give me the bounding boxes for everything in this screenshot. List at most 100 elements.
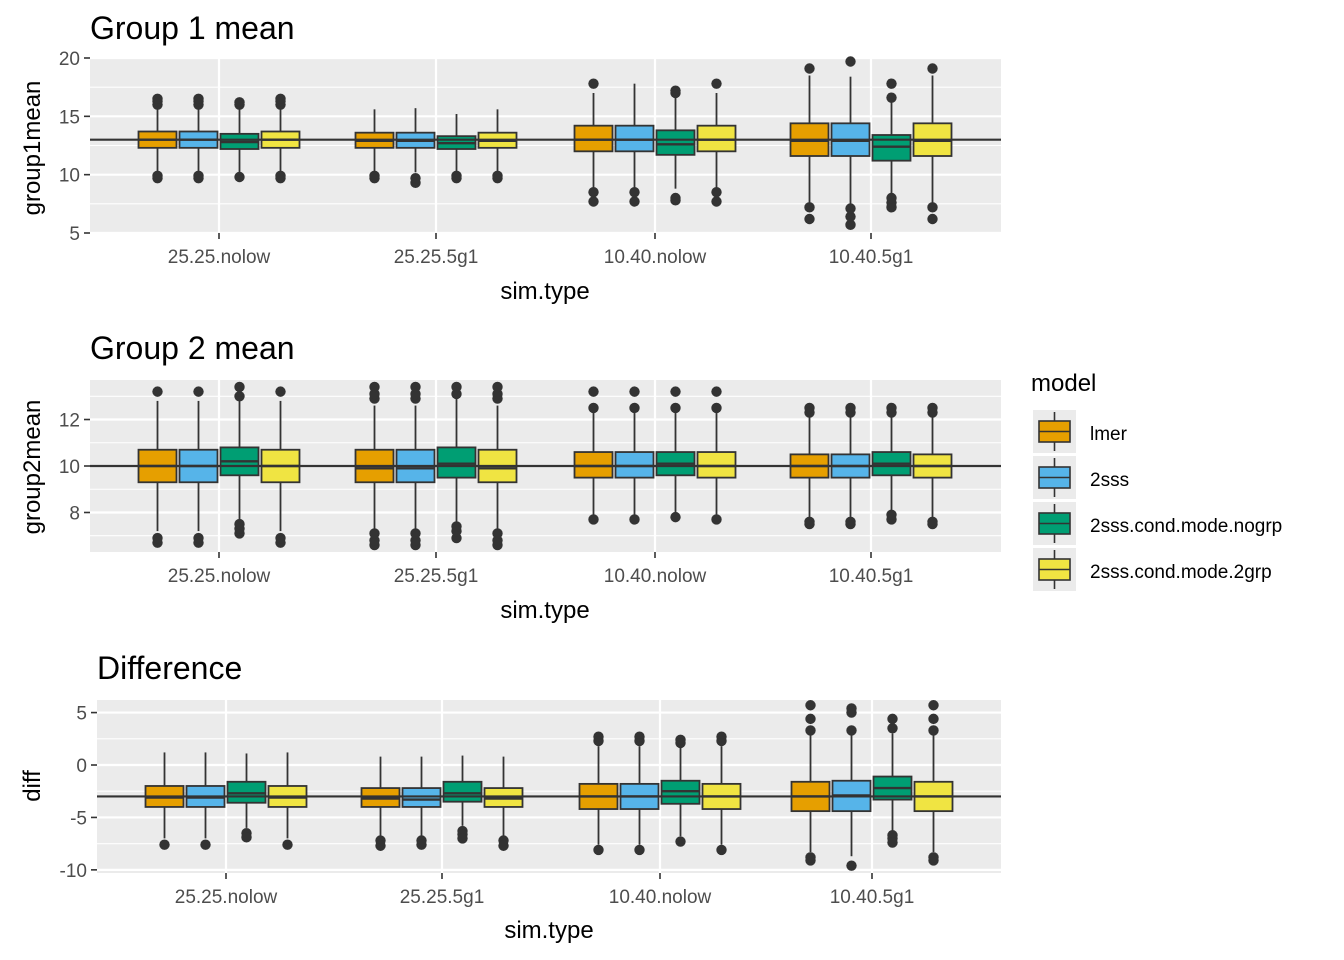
outlier-point <box>886 92 897 103</box>
outlier-point <box>886 192 897 204</box>
y-axis-label: group2mean <box>19 400 46 535</box>
x-tick-label: 10.40.5g1 <box>829 566 914 587</box>
plot-area <box>97 700 1001 873</box>
outlier-point <box>451 381 462 393</box>
x-tick-label: 25.25.nolow <box>168 247 271 268</box>
panel-difference: Difference sim.type diff -10 -5 0 5 25.25.no… <box>19 650 1001 944</box>
outlier-point <box>369 170 380 182</box>
outlier-point <box>410 381 421 393</box>
outlier-point <box>670 192 681 204</box>
outlier-point <box>451 521 462 532</box>
outlier-point <box>887 837 898 848</box>
outlier-point <box>416 839 427 850</box>
outlier-point <box>457 833 468 844</box>
outlier-point <box>410 172 421 184</box>
outlier-point <box>588 402 599 414</box>
x-tick-label: 25.25.nolow <box>168 566 271 587</box>
outlier-point <box>634 731 645 742</box>
outlier-point <box>241 832 252 843</box>
panel-title: Group 2 mean <box>90 330 295 366</box>
boxplot <box>655 386 696 523</box>
boxplot <box>573 386 614 525</box>
outlier-point <box>927 202 938 213</box>
outlier-point <box>675 836 686 847</box>
outlier-point <box>845 402 856 414</box>
outlier-point <box>629 386 640 397</box>
legend-label: 2sss.cond.mode.2grp <box>1090 562 1272 583</box>
x-tick-label: 10.40.5g1 <box>830 887 915 908</box>
outlier-point <box>711 78 722 89</box>
outlier-point <box>234 171 245 183</box>
outlier-point <box>152 170 163 182</box>
outlier-point <box>670 386 681 397</box>
outlier-point <box>634 844 645 856</box>
outlier-point <box>805 713 816 725</box>
outlier-point <box>282 839 293 850</box>
outlier-point <box>845 211 856 222</box>
outlier-point <box>152 532 163 544</box>
outlier-point <box>670 511 681 523</box>
outlier-point <box>629 186 640 198</box>
outlier-point <box>805 852 816 863</box>
legend-item-2sss-cond-mode-nogrp: 2sss.cond.mode.nogrp <box>1033 502 1282 545</box>
box <box>442 780 483 803</box>
outlier-point <box>492 528 503 539</box>
y-tick-label: 15 <box>59 107 80 128</box>
boxplot <box>872 713 913 848</box>
panel-title: Difference <box>97 650 242 686</box>
outlier-point <box>234 391 245 402</box>
outlier-point <box>845 203 856 214</box>
legend-item-2sss: 2sss <box>1033 456 1129 499</box>
x-tick-label: 10.40.nolow <box>604 247 707 268</box>
outlier-point <box>234 97 245 108</box>
boxplot <box>660 734 701 847</box>
outlier-point <box>711 196 722 207</box>
outlier-point <box>670 402 681 414</box>
outlier-point <box>928 725 939 736</box>
box <box>655 129 696 156</box>
outlier-point <box>927 516 938 527</box>
outlier-point <box>711 186 722 198</box>
outlier-point <box>588 78 599 89</box>
outlier-point <box>927 213 938 225</box>
outlier-point <box>887 723 898 734</box>
outlier-point <box>593 731 604 742</box>
y-tick-label: -5 <box>70 808 87 829</box>
outlier-point <box>629 196 640 207</box>
outlier-point <box>234 518 245 530</box>
boxplot <box>573 78 614 207</box>
outlier-point <box>451 170 462 182</box>
outlier-point <box>159 839 170 850</box>
outlier-point <box>193 93 204 105</box>
outlier-point <box>234 381 245 393</box>
y-axis-label: diff <box>19 770 46 802</box>
outlier-point <box>846 703 857 714</box>
boxplot <box>655 85 696 206</box>
outlier-point <box>845 219 856 231</box>
outlier-point <box>275 170 286 182</box>
series-2sss-cond-mode-2grp <box>260 381 953 551</box>
boxplot <box>614 386 655 525</box>
outlier-point <box>275 532 286 544</box>
y-tick-label: 5 <box>69 224 80 245</box>
boxplot <box>871 78 912 213</box>
x-tick-label: 25.25.5g1 <box>394 247 479 268</box>
outlier-point <box>711 402 722 414</box>
x-axis-label: sim.type <box>500 597 589 624</box>
series-2sss-cond-mode-nogrp <box>219 381 912 544</box>
outlier-point <box>928 700 939 711</box>
y-tick-label: -10 <box>60 861 87 882</box>
outlier-point <box>804 213 815 225</box>
outlier-point <box>193 170 204 182</box>
y-tick-label: 20 <box>59 49 80 70</box>
outlier-point <box>588 186 599 198</box>
outlier-point <box>588 386 599 397</box>
boxplot <box>219 381 260 539</box>
outlier-point <box>928 713 939 725</box>
outlier-point <box>492 381 503 393</box>
series-2sss-cond-mode-nogrp <box>219 78 912 213</box>
outlier-point <box>369 528 380 539</box>
panel-title: Group 1 mean <box>90 10 295 46</box>
boxplot <box>871 402 912 525</box>
panel-group2-mean: Group 2 mean sim.type group2mean 8 10 12 25… <box>19 330 1001 624</box>
